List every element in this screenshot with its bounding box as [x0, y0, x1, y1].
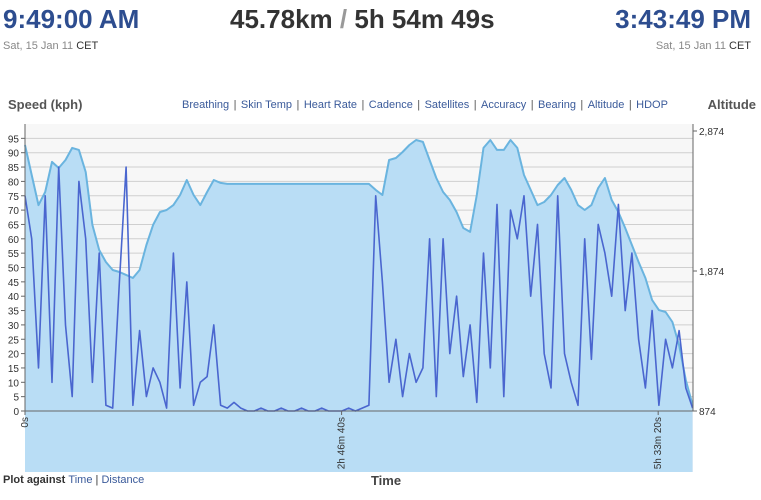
header: 9:49:00 AM Sat, 15 Jan 11 CET 45.78km / … — [3, 4, 751, 52]
separator: | — [629, 99, 632, 111]
summary: 45.78km / 5h 54m 49s — [230, 4, 495, 34]
y-tick-label: 90 — [8, 149, 20, 160]
y-tick-label: 85 — [8, 163, 20, 174]
y-tick-label: 25 — [8, 335, 20, 346]
y-tick-label: 75 — [8, 192, 20, 203]
y-tick-label: 50 — [8, 264, 20, 275]
y2-tick-label: 874 — [699, 407, 716, 418]
y-axis-title: Speed (kph) — [8, 97, 82, 112]
start-zone: CET — [76, 40, 98, 52]
overlay-link[interactable]: Accuracy — [481, 99, 527, 111]
x-tick-label: 0s — [20, 417, 31, 428]
y2-tick-label: 1,874 — [699, 267, 724, 278]
y-tick-label: 40 — [8, 292, 20, 303]
x-axis-title: Time — [371, 473, 401, 488]
overlay-link[interactable]: Skin Temp — [241, 99, 292, 111]
overlay-link[interactable]: Altitude — [588, 99, 625, 111]
separator: | — [580, 99, 583, 111]
y-tick-label: 45 — [8, 278, 20, 289]
separator: | — [417, 99, 420, 111]
duration: 5h 54m 49s — [354, 4, 494, 34]
y-tick-label: 20 — [8, 350, 20, 361]
plot-against: Plot against Time | Distance — [3, 474, 144, 486]
y-tick-label: 35 — [8, 307, 20, 318]
start-date: Sat, 15 Jan 11 — [3, 40, 73, 52]
y-tick-label: 30 — [8, 321, 20, 332]
overlay-link[interactable]: Heart Rate — [304, 99, 357, 111]
separator: | — [361, 99, 364, 111]
y-tick-label: 95 — [8, 134, 20, 145]
overlay-link[interactable]: Cadence — [369, 99, 413, 111]
overlay-link[interactable]: Breathing — [182, 99, 229, 111]
separator: | — [234, 99, 237, 111]
overlay-link[interactable]: HDOP — [636, 99, 668, 111]
separator: | — [297, 99, 300, 111]
separator: | — [96, 474, 99, 486]
separator: | — [474, 99, 477, 111]
y-tick-label: 10 — [8, 378, 20, 389]
overlay-link[interactable]: Satellites — [425, 99, 470, 111]
end-date: Sat, 15 Jan 11 — [656, 40, 726, 52]
plot-option[interactable]: Distance — [101, 474, 144, 486]
y-tick-label: 80 — [8, 177, 20, 188]
start-date-line: Sat, 15 Jan 11 CET — [3, 40, 98, 52]
start-time: 9:49:00 AM — [3, 4, 139, 34]
series-line — [24, 166, 694, 412]
y-tick-label: 15 — [8, 364, 20, 375]
y-tick-label: 0 — [13, 407, 19, 418]
end-date-line: Sat, 15 Jan 11 CET — [656, 40, 751, 52]
y-tick-label: 65 — [8, 220, 20, 231]
overlay-link[interactable]: Bearing — [538, 99, 576, 111]
y-tick-label: 55 — [8, 249, 20, 260]
y-tick-label: 60 — [8, 235, 20, 246]
end-time: 3:43:49 PM — [615, 4, 751, 34]
y-tick-label: 70 — [8, 206, 20, 217]
y-tick-label: 5 — [13, 393, 19, 404]
plot-against-label: Plot against — [3, 474, 66, 486]
overlay-links: Breathing | Skin Temp | Heart Rate | Cad… — [182, 95, 668, 112]
divider: / — [340, 4, 347, 34]
y2-tick-label: 2,874 — [699, 127, 724, 138]
x-tick-label: 5h 33m 20s — [653, 417, 664, 469]
series-line — [24, 139, 694, 406]
distance: 45.78km — [230, 4, 333, 34]
separator: | — [531, 99, 534, 111]
end-zone: CET — [729, 40, 751, 52]
x-tick-label: 2h 46m 40s — [337, 417, 348, 469]
y2-axis-title: Altitude — [708, 97, 756, 112]
plot-option[interactable]: Time — [68, 474, 92, 486]
plot: 0 5 10 15 20 25 30 35 40 45 50 55 60 65 70 75 80 85 90 95 87… — [8, 124, 724, 472]
